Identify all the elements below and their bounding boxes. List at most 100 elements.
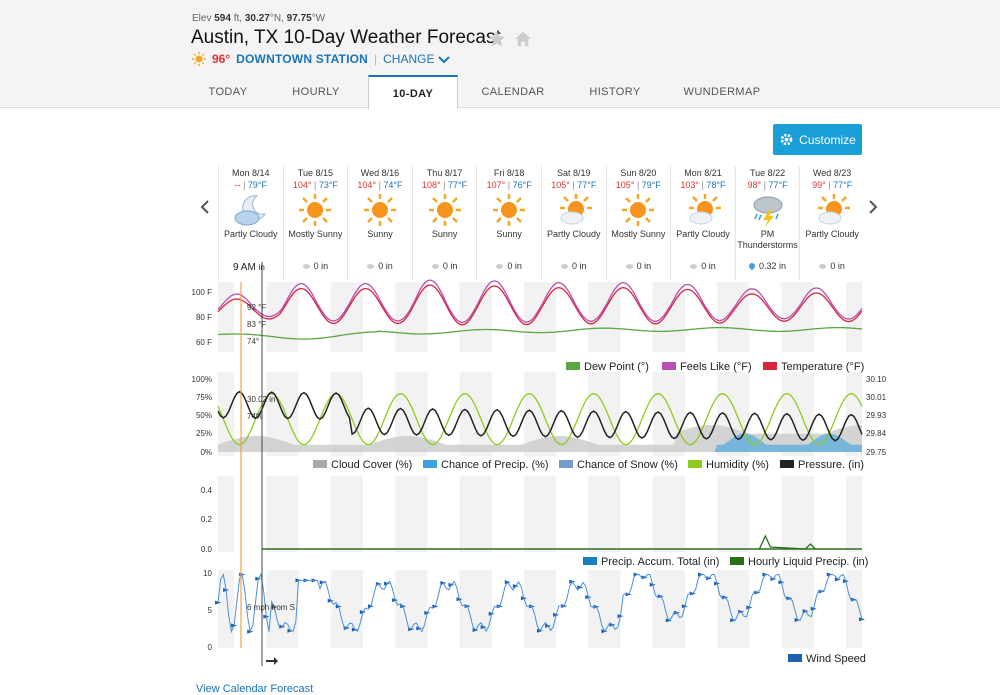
legend-cloud-cover-swatch bbox=[313, 460, 327, 468]
legend-pressure-swatch bbox=[780, 460, 794, 468]
day-precip: 0 in bbox=[671, 261, 735, 271]
day-date: Wed 8/23 bbox=[812, 168, 852, 178]
night-band bbox=[845, 476, 862, 552]
tab-10-day[interactable]: 10-DAY bbox=[368, 75, 458, 109]
wind-direction-arrow bbox=[859, 617, 865, 622]
tab-history[interactable]: HISTORY bbox=[589, 86, 641, 98]
night-band bbox=[733, 282, 750, 352]
legend-humidity: Humidity (%) bbox=[706, 459, 769, 471]
night-band bbox=[604, 372, 621, 456]
day-column[interactable]: Sat 8/19 105° | 77°F Partly Cloudy 0 in bbox=[540, 166, 606, 280]
day-forecast-strip: Mon 8/14 -- | 79°F Partly Cloudy Tue 8/15 10… bbox=[218, 166, 864, 280]
night-band bbox=[346, 570, 363, 648]
night-band bbox=[797, 476, 814, 552]
temp-axis-tick: 80 F bbox=[196, 313, 212, 322]
day-column[interactable]: Fri 8/18 107° | 76°F Sunny 0 in bbox=[476, 166, 541, 280]
day-date: Sat 8/19 bbox=[557, 168, 591, 178]
night-band bbox=[346, 476, 363, 552]
day-column[interactable]: Mon 8/14 -- | 79°F Partly Cloudy bbox=[218, 166, 283, 280]
sunny-icon bbox=[360, 192, 400, 228]
day-condition: Sunny bbox=[431, 229, 458, 239]
night-band bbox=[668, 570, 685, 648]
night-band bbox=[411, 476, 428, 552]
day-column[interactable]: Tue 8/22 98° | 77°F PM Thunderstorms 0.32 i… bbox=[734, 166, 800, 280]
night-band bbox=[475, 372, 492, 456]
night-band bbox=[733, 476, 750, 552]
day-temps: 98° | 77°F bbox=[747, 180, 788, 190]
partly-cloudy-icon bbox=[554, 192, 594, 228]
night-band bbox=[668, 476, 685, 552]
wind-axis-tick: 0 bbox=[208, 643, 213, 652]
legend-dew-point-swatch bbox=[566, 362, 580, 370]
day-precip: 0 in bbox=[348, 261, 412, 271]
star-icon[interactable] bbox=[488, 30, 506, 48]
day-date: Tue 8/22 bbox=[749, 168, 786, 178]
day-condition: Sunny bbox=[496, 229, 522, 239]
view-calendar-forecast-link[interactable]: View Calendar Forecast bbox=[196, 683, 314, 695]
prev-days-button[interactable] bbox=[200, 198, 210, 219]
legend-chance-of-snow-swatch bbox=[559, 460, 573, 468]
legend-dew-point: Dew Point (°) bbox=[584, 361, 649, 373]
change-station-button[interactable]: CHANGE bbox=[383, 52, 450, 66]
sun-small-icon bbox=[192, 52, 206, 66]
station-bar: 96° DOWNTOWN STATION | CHANGE bbox=[192, 52, 450, 66]
night-band bbox=[218, 476, 235, 552]
feels-like-line bbox=[217, 279, 863, 324]
cloud-small-icon bbox=[819, 263, 827, 269]
customize-button[interactable]: Customize bbox=[773, 124, 862, 155]
next-days-button[interactable] bbox=[868, 198, 878, 219]
day-condition: Mostly Sunny bbox=[288, 229, 343, 239]
day-date: Fri 8/18 bbox=[493, 168, 525, 178]
tab-today[interactable]: TODAY bbox=[208, 86, 248, 98]
day-condition: PM Thunderstorms bbox=[737, 229, 798, 250]
station-link[interactable]: DOWNTOWN STATION bbox=[236, 52, 369, 66]
night-band bbox=[411, 570, 428, 648]
day-column[interactable]: Tue 8/15 104° | 73°F Mostly Sunny 0 in bbox=[282, 166, 348, 280]
legend-feels-like: Feels Like (°F) bbox=[680, 361, 752, 373]
night-band bbox=[282, 570, 299, 648]
tab-wundermap[interactable]: WUNDERMAP bbox=[683, 86, 761, 98]
wind-readout: 6 mph from S bbox=[247, 603, 295, 612]
gear-icon bbox=[780, 133, 793, 146]
day-column[interactable]: Mon 8/21 103° | 78°F Partly Cloudy 0 in bbox=[670, 166, 735, 280]
day-column[interactable]: Thu 8/17 108° | 77°F Sunny 0 in bbox=[411, 166, 477, 280]
day-column[interactable]: Wed 8/23 99° | 77°F Partly Cloudy 0 in bbox=[799, 166, 864, 280]
day-condition: Mostly Sunny bbox=[611, 229, 666, 239]
day-temps: -- | 79°F bbox=[234, 180, 268, 190]
day-temps: 103° | 78°F bbox=[680, 180, 726, 190]
night-band bbox=[797, 282, 814, 352]
temperature-line bbox=[217, 284, 863, 326]
day-precip: 0 in bbox=[800, 261, 864, 271]
day-temps: 105° | 77°F bbox=[551, 180, 597, 190]
legend-chance-of-precip-swatch bbox=[423, 460, 437, 468]
home-icon[interactable] bbox=[514, 30, 532, 48]
day-temps: 105° | 79°F bbox=[615, 180, 661, 190]
day-precip: 0 in bbox=[607, 261, 671, 271]
day-condition: Partly Cloudy bbox=[224, 229, 278, 239]
cloud-small-icon bbox=[302, 263, 310, 269]
day-date: Wed 8/16 bbox=[360, 168, 400, 178]
day-temps: 107° | 76°F bbox=[486, 180, 532, 190]
chevron-down-icon bbox=[438, 56, 450, 64]
sunny-icon bbox=[425, 192, 465, 228]
page-header: Elev 594 ft, 30.27°N, 97.75°W Austin, TX… bbox=[0, 0, 1000, 109]
dew-point-readout: 74° bbox=[247, 337, 259, 346]
day-column[interactable]: Sun 8/20 105° | 79°F Mostly Sunny 0 in bbox=[605, 166, 671, 280]
day-date: Sun 8/20 bbox=[620, 168, 657, 178]
day-temps: 99° | 77°F bbox=[812, 180, 853, 190]
wind-axis-tick: 10 bbox=[203, 569, 212, 578]
wind-axis-tick: 5 bbox=[208, 606, 213, 615]
day-column[interactable]: Wed 8/16 104° | 74°F Sunny 0 in bbox=[347, 166, 412, 280]
page-title: Austin, TX 10-Day Weather Forecast bbox=[191, 27, 501, 48]
hourly-precip-spike bbox=[758, 534, 816, 550]
day-condition: Partly Cloudy bbox=[547, 229, 601, 239]
tab-calendar[interactable]: CALENDAR bbox=[481, 86, 545, 98]
current-temperature: 96° bbox=[212, 52, 231, 66]
legend-feels-like-swatch bbox=[662, 362, 676, 370]
dew-point-line bbox=[217, 326, 863, 340]
precip-axis-tick: 0.0 bbox=[201, 545, 213, 554]
tab-hourly[interactable]: HOURLY bbox=[292, 86, 340, 98]
night-band bbox=[733, 570, 750, 648]
temperature-readout: 83 °F bbox=[247, 320, 266, 329]
